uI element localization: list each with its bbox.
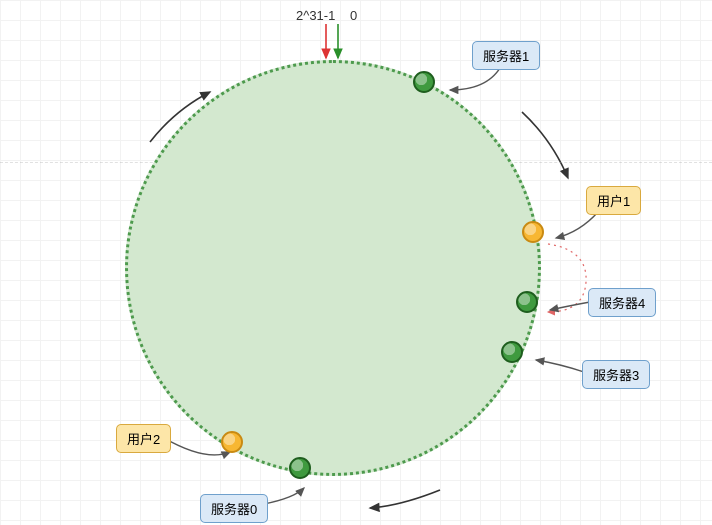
label-s0: 服务器0 xyxy=(200,494,268,523)
user-node-u2 xyxy=(221,431,243,453)
label-s3: 服务器3 xyxy=(582,360,650,389)
user-node-u1 xyxy=(522,221,544,243)
server-node-s3 xyxy=(501,341,523,363)
top-label: 2^31-1 xyxy=(296,8,335,23)
diagram-canvas: 2^31-1 0 服务器1 用户1 服务器4 服务器3 服务器0 用户2 xyxy=(0,0,712,525)
server-node-s1 xyxy=(413,71,435,93)
hash-ring xyxy=(125,60,541,476)
label-u1: 用户1 xyxy=(586,186,641,215)
server-node-s0 xyxy=(289,457,311,479)
label-s4: 服务器4 xyxy=(588,288,656,317)
label-s1: 服务器1 xyxy=(472,41,540,70)
label-u2: 用户2 xyxy=(116,424,171,453)
server-node-s4 xyxy=(516,291,538,313)
top-label: 0 xyxy=(350,8,357,23)
